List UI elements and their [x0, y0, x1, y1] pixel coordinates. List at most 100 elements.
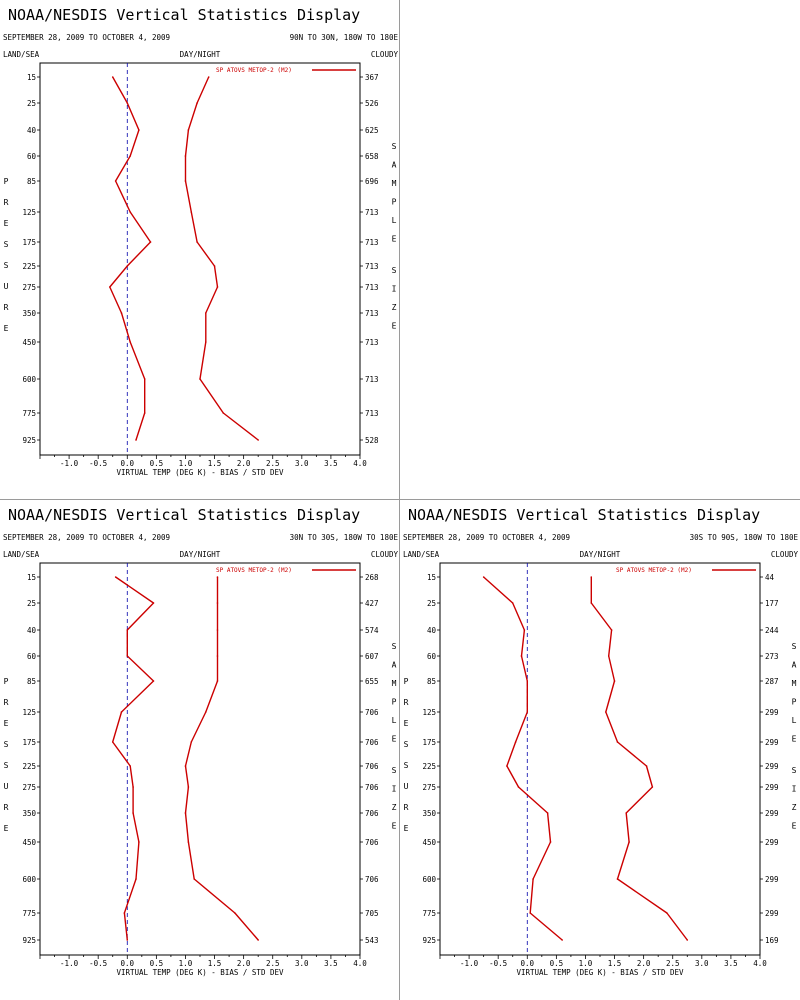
sample-size-label: 177 — [765, 599, 779, 608]
sample-size-label: 706 — [365, 809, 379, 818]
x-tick-label: -1.0 — [60, 459, 79, 468]
cloudy-label: CLOUDY — [371, 550, 399, 559]
sample-axis-letter: S — [392, 142, 397, 151]
x-tick-label: 2.5 — [666, 959, 680, 968]
sample-axis-letter: A — [792, 661, 797, 670]
pressure-level-label: 600 — [22, 375, 36, 384]
size-axis-letter: S — [392, 266, 397, 275]
plot-frame — [39, 62, 361, 456]
x-tick-label: -1.0 — [460, 959, 479, 968]
std-dev-line-point — [257, 939, 259, 941]
std-dev-line-point — [625, 812, 627, 814]
x-tick-label: 2.0 — [237, 459, 251, 468]
std-dev-line-point — [196, 102, 198, 104]
std-dev-line-point — [651, 786, 654, 788]
pressure-level-label: 175 — [22, 738, 36, 747]
pressure-axis-letter: R — [404, 698, 409, 707]
std-dev-line-point — [645, 765, 648, 767]
sample-axis-letter: S — [392, 642, 397, 651]
pressure-axis-letter: E — [4, 219, 9, 228]
std-dev-line-point — [605, 711, 607, 713]
pressure-level-label: 275 — [422, 783, 436, 792]
size-axis-letter: Z — [792, 803, 797, 812]
x-tick-label: 3.0 — [695, 959, 709, 968]
pressure-level-label: 60 — [27, 652, 37, 661]
std-dev-line-point — [216, 655, 219, 657]
vertical-stats-chart: NOAA/NESDIS Vertical Statistics Display S… — [3, 6, 398, 477]
bias-line-point — [532, 878, 534, 880]
date-range: SEPTEMBER 28, 2009 TO OCTOBER 4, 2009 — [3, 533, 170, 542]
pressure-level-label: 85 — [27, 677, 36, 686]
pressure-level-label: 450 — [422, 838, 436, 847]
std-dev-line-point — [216, 602, 219, 604]
legend-label: SP ATOVS METOP-2 (M2) — [216, 67, 292, 74]
sample-axis-letter: M — [392, 679, 397, 688]
pressure-level-label: 275 — [22, 783, 36, 792]
sample-size-label: 706 — [365, 762, 379, 771]
bias-line-point — [111, 741, 114, 743]
pressure-level-label: 925 — [422, 936, 436, 945]
bias-line-point — [546, 812, 549, 814]
x-tick-label: 2.5 — [266, 459, 280, 468]
std-dev-line-point — [213, 265, 216, 267]
bias-line-point — [132, 786, 134, 788]
x-tick-label: 1.0 — [579, 959, 593, 968]
plot-frame — [439, 562, 761, 956]
sample-size-label: 299 — [765, 809, 779, 818]
std-dev-line-point — [216, 576, 219, 578]
std-dev-line-point — [686, 939, 689, 941]
sample-axis-letter: M — [392, 179, 397, 188]
x-tick-label: 4.0 — [753, 959, 767, 968]
bias-line-point — [138, 841, 140, 843]
sample-size-label: 713 — [365, 375, 379, 384]
bias-line-point — [109, 286, 111, 288]
bias-line-point — [126, 629, 129, 631]
legend-label: SP ATOVS METOP-2 (M2) — [216, 567, 292, 574]
pressure-axis-letter: E — [4, 824, 9, 833]
pressure-level-label: 775 — [22, 409, 36, 418]
vertical-stats-chart: NOAA/NESDIS Vertical Statistics Display S… — [403, 506, 798, 977]
x-tick-label: -1.0 — [60, 959, 79, 968]
x-tick-label: 1.0 — [179, 959, 193, 968]
pressure-axis-letter: R — [4, 198, 9, 207]
region-label: 30N TO 30S, 180W TO 180E — [290, 533, 399, 542]
x-tick-label: 3.5 — [324, 959, 338, 968]
x-axis-label: VIRTUAL TEMP (DEG K) - BIAS / STD DEV — [116, 468, 284, 477]
pressure-level-label: 25 — [427, 599, 436, 608]
pressure-level-label: 350 — [22, 309, 36, 318]
pressure-level-label: 15 — [27, 573, 36, 582]
pressure-axis-letter: S — [4, 740, 9, 749]
pressure-axis-letter: P — [404, 677, 409, 686]
sample-axis-letter: P — [792, 698, 797, 707]
size-axis-letter: Z — [392, 803, 397, 812]
pressure-level-label: 225 — [22, 762, 36, 771]
bias-line-point — [520, 655, 523, 657]
day-night-label: DAY/NIGHT — [180, 550, 221, 559]
sample-size-label: 706 — [365, 875, 379, 884]
x-tick-label: 3.0 — [295, 459, 309, 468]
x-tick-label: 3.0 — [295, 959, 309, 968]
x-tick-label: 1.5 — [608, 959, 622, 968]
bias-line — [109, 76, 152, 441]
sample-size-label: 427 — [365, 599, 379, 608]
sample-size-label: 273 — [765, 652, 779, 661]
sample-size-label: 713 — [365, 283, 379, 292]
std-dev-line-point — [184, 180, 187, 182]
pressure-level-label: 40 — [27, 126, 37, 135]
bias-line-point — [514, 741, 517, 743]
day-night-label: DAY/NIGHT — [580, 550, 621, 559]
std-dev-line-point — [187, 129, 190, 131]
std-dev-line-point — [199, 378, 201, 380]
x-tick-label: 0.0 — [520, 959, 534, 968]
pressure-level-label: 350 — [422, 809, 436, 818]
pressure-level-label: 175 — [22, 238, 36, 247]
std-dev-line-point — [193, 878, 195, 880]
std-dev-line-point — [234, 912, 236, 914]
pressure-level-label: 25 — [27, 599, 36, 608]
pressure-level-label: 15 — [427, 573, 436, 582]
bias-line-point — [114, 576, 117, 578]
std-dev-line-point — [187, 786, 190, 788]
sample-size-label: 44 — [765, 573, 775, 582]
std-dev-line-point — [666, 912, 668, 914]
pressure-level-label: 40 — [427, 626, 437, 635]
